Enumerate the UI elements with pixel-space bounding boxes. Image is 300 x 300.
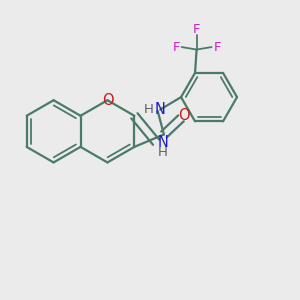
Text: O: O xyxy=(178,108,189,123)
Text: F: F xyxy=(213,40,221,54)
Text: O: O xyxy=(102,93,113,108)
Text: N: N xyxy=(155,102,166,117)
Text: F: F xyxy=(193,22,200,35)
Text: N: N xyxy=(158,135,168,150)
Text: H: H xyxy=(143,103,153,116)
Text: F: F xyxy=(172,40,180,54)
Text: H: H xyxy=(158,146,167,159)
